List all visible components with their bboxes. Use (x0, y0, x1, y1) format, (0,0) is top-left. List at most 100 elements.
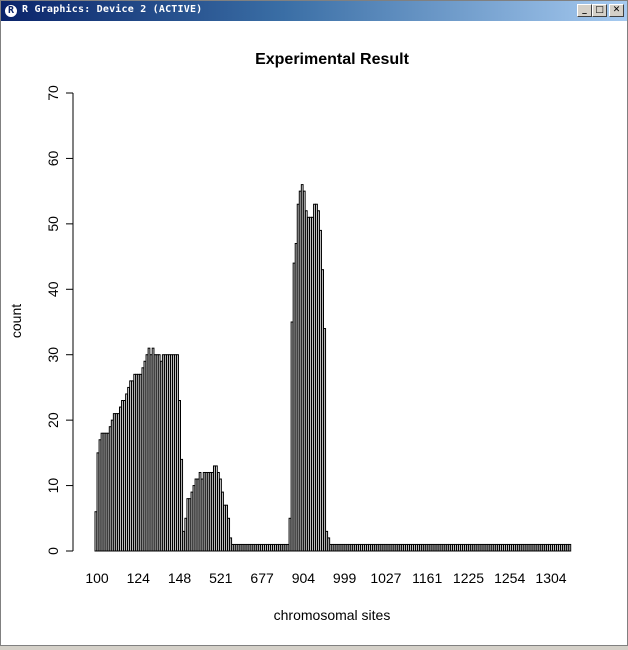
bar (149, 354, 153, 552)
bar (507, 543, 510, 552)
bar (245, 543, 249, 552)
bar (409, 543, 412, 552)
bar (319, 229, 322, 552)
bar (225, 504, 228, 552)
bar (182, 530, 186, 552)
x-tick-label: 999 (333, 570, 357, 586)
bar (166, 354, 169, 552)
bar (470, 543, 474, 552)
bar (415, 543, 418, 552)
y-tick-label: 30 (45, 347, 61, 363)
bar (262, 543, 265, 552)
bar (364, 543, 367, 552)
bar (394, 543, 398, 552)
bar (376, 543, 380, 552)
bar (499, 543, 502, 552)
maximize-button[interactable]: □ (592, 4, 607, 17)
bar (445, 543, 449, 552)
bar (329, 543, 333, 552)
x-tick-label: 521 (209, 570, 233, 586)
x-tick-label: 100 (85, 570, 109, 586)
bar (129, 380, 132, 552)
bar (247, 543, 251, 552)
bar (468, 543, 472, 552)
bar (496, 543, 500, 552)
bar (229, 537, 233, 552)
bar (259, 543, 263, 552)
bar (251, 543, 255, 552)
x-tick-label: 1225 (453, 570, 484, 586)
bars-group (94, 184, 572, 552)
y-tick-label: 60 (45, 150, 61, 166)
bar (188, 498, 192, 552)
bar (241, 543, 245, 552)
bar (231, 543, 235, 552)
bar (454, 543, 457, 552)
bar (300, 184, 304, 552)
bar (388, 543, 392, 552)
r-app-icon[interactable]: R (4, 4, 18, 18)
bar (321, 269, 325, 552)
bar (413, 543, 416, 552)
bar (537, 543, 541, 552)
bar (278, 543, 282, 552)
bar (347, 543, 351, 552)
bar (276, 543, 280, 552)
bar (184, 517, 188, 552)
bar (284, 543, 288, 552)
bar (382, 543, 386, 552)
window-title: R Graphics: Device 2 (ACTIVE) (22, 4, 203, 15)
x-tick-label: 677 (250, 570, 274, 586)
bar (143, 360, 147, 552)
bar (562, 543, 566, 552)
bar (294, 242, 298, 552)
bar (396, 543, 400, 552)
bar (135, 373, 139, 552)
bar (311, 216, 314, 552)
bar (221, 491, 224, 552)
bar (239, 543, 243, 552)
bar (462, 543, 465, 552)
bar (235, 543, 239, 552)
bar (431, 543, 435, 552)
bar (482, 543, 486, 552)
bar (168, 354, 171, 552)
bar (527, 543, 531, 552)
bar (172, 354, 175, 552)
title-bar[interactable]: R R Graphics: Device 2 (ACTIVE) _ □ ✕ (1, 1, 627, 21)
bar (405, 543, 408, 552)
bar (425, 543, 429, 552)
bar (341, 543, 345, 552)
bar (458, 543, 461, 552)
bar (351, 543, 355, 552)
bar (337, 543, 341, 552)
bar (423, 543, 427, 552)
bar (543, 543, 547, 552)
bar (208, 471, 212, 552)
close-button[interactable]: ✕ (609, 4, 624, 17)
bar (153, 354, 157, 552)
bar (492, 543, 496, 552)
bar (255, 543, 259, 552)
bar (223, 504, 226, 552)
bar (210, 471, 214, 552)
bar (443, 543, 447, 552)
bar (466, 543, 470, 552)
bar (402, 543, 406, 552)
bar (478, 543, 482, 552)
bar (392, 543, 396, 552)
bar (568, 543, 572, 552)
bar (233, 543, 237, 552)
bar (325, 530, 329, 552)
bar (509, 543, 512, 552)
bar (515, 543, 519, 552)
x-tick-label: 1254 (494, 570, 525, 586)
bar (368, 543, 371, 552)
bar (264, 543, 267, 552)
bar (535, 543, 539, 552)
bar (272, 543, 275, 552)
bar (163, 354, 167, 552)
bar (566, 543, 570, 552)
bar (474, 543, 478, 552)
minimize-button[interactable]: _ (577, 4, 592, 17)
